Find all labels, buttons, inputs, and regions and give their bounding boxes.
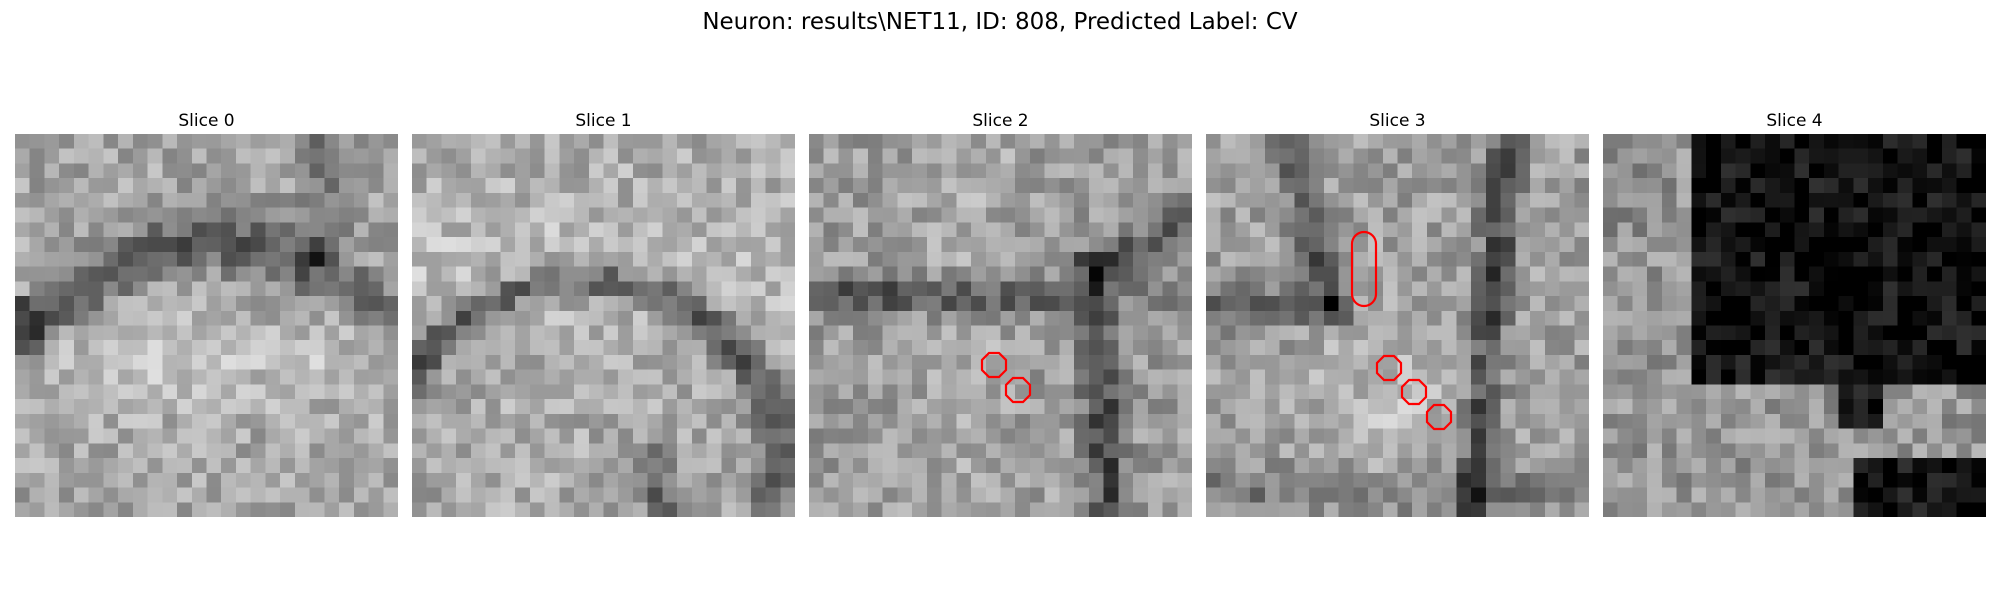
annotation-octagon bbox=[980, 351, 1008, 379]
slice-pixels-3 bbox=[1206, 134, 1589, 517]
annotation-octagon bbox=[1425, 403, 1453, 431]
annotation-octagon bbox=[1400, 378, 1428, 406]
slice-title-2: Slice 2 bbox=[972, 111, 1029, 131]
slice-title-0: Slice 0 bbox=[178, 111, 235, 131]
annotation-capsule bbox=[1350, 230, 1378, 308]
annotation-octagon bbox=[1004, 376, 1032, 404]
slice-pixels-2 bbox=[809, 134, 1192, 517]
slice-panel-2: Slice 2 bbox=[809, 108, 1192, 517]
slice-pixels-1 bbox=[412, 134, 795, 517]
slice-image-2 bbox=[809, 134, 1192, 517]
slice-annotations-2 bbox=[980, 351, 1032, 404]
slice-image-4 bbox=[1603, 134, 1986, 517]
slice-panel-3: Slice 3 bbox=[1206, 108, 1589, 517]
slice-image-3 bbox=[1206, 134, 1589, 517]
slice-image-0 bbox=[15, 134, 398, 517]
slice-panel-0: Slice 0 bbox=[15, 108, 398, 517]
slice-panel-1: Slice 1 bbox=[412, 108, 795, 517]
slice-title-4: Slice 4 bbox=[1766, 111, 1823, 131]
slice-panel-4: Slice 4 bbox=[1603, 108, 1986, 517]
slice-title-1: Slice 1 bbox=[575, 111, 632, 131]
figure-title: Neuron: results\NET11, ID: 808, Predicte… bbox=[702, 9, 1298, 35]
annotation-octagon bbox=[1375, 354, 1403, 382]
slice-pixels-0 bbox=[15, 134, 398, 517]
slice-title-3: Slice 3 bbox=[1369, 111, 1426, 131]
slice-image-1 bbox=[412, 134, 795, 517]
slice-pixels-4 bbox=[1603, 134, 1986, 517]
slice-annotations-3 bbox=[1350, 230, 1453, 431]
